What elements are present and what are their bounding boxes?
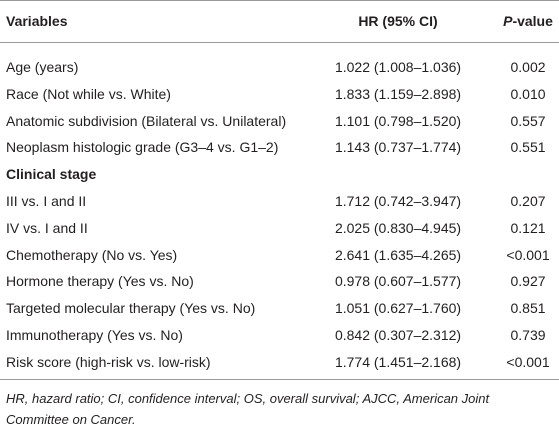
text-part: -value (512, 13, 553, 29)
table-cell: 0.557 (510, 112, 546, 129)
table-cell: 0.842 (0.307–2.312) (334, 327, 462, 343)
header-cell: HR (95% CI) (358, 13, 438, 29)
table-cell: 2.641 (1.635–4.265) (334, 246, 462, 263)
table-cell: 1.712 (0.742–3.947) (334, 193, 462, 209)
table-cell: III vs. I and II (6, 193, 87, 209)
table-cell: 1.022 (1.008–1.036) (334, 59, 462, 75)
header-cell: Variables (6, 13, 68, 29)
header-rule (0, 42, 559, 43)
table-cell: 0.002 (510, 59, 546, 75)
table-cell: 0.121 (510, 219, 546, 236)
table-cell: Risk score (high-risk vs. low-risk) (6, 353, 211, 370)
table-cell: Anatomic subdivision (Bilateral vs. Unil… (6, 112, 287, 129)
table-cell: 2.025 (0.830–4.945) (334, 219, 462, 236)
table-cell: 1.143 (0.737–1.774) (334, 139, 462, 156)
table-cell: 0.927 (510, 273, 546, 290)
table-cell: Immunotherapy (Yes vs. No) (6, 327, 183, 343)
table-cell: Race (Not while vs. White) (6, 85, 171, 102)
table-cell: Age (years) (6, 59, 79, 75)
bottom-rule (0, 379, 559, 380)
italic-part: P (503, 13, 513, 29)
table-cell: <0.001 (506, 246, 550, 263)
table-cell: 1.774 (1.451–2.168) (334, 353, 462, 370)
table-cell: Hormone therapy (Yes vs. No) (6, 273, 194, 290)
table-cell: Neoplasm histologic grade (G3–4 vs. G1–2… (6, 139, 279, 156)
table-cell: 1.833 (1.159–2.898) (334, 85, 462, 102)
table-cell: <0.001 (506, 353, 550, 370)
table-cell: 0.978 (0.607–1.577) (334, 273, 462, 290)
table-cell: 1.101 (0.798–1.520) (334, 112, 462, 129)
table-cell: 0.010 (510, 85, 546, 102)
table-cell: Chemotherapy (No vs. Yes) (6, 246, 178, 263)
table-cell: 0.851 (510, 300, 546, 317)
section-label: Clinical stage (6, 166, 97, 183)
footnote: HR, hazard ratio; CI, confidence interva… (6, 391, 490, 427)
table-cell: 0.551 (510, 139, 546, 156)
header-cell: P-value (503, 12, 553, 30)
table-cell: IV vs. I and II (6, 219, 88, 236)
table-cell: 0.207 (510, 193, 546, 209)
top-rule (0, 0, 559, 1)
table-cell: Targeted molecular therapy (Yes vs. No) (6, 300, 256, 317)
table-cell: 0.739 (510, 327, 546, 343)
table-cell: 1.051 (0.627–1.760) (334, 300, 462, 317)
